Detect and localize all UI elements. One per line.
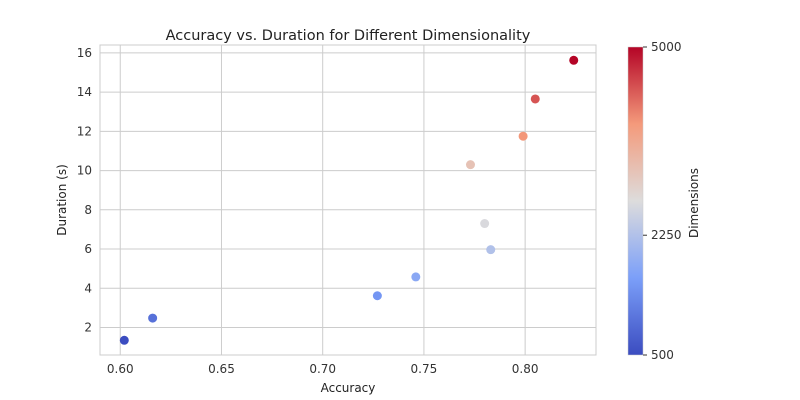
colorbar-tick-label: 2250 (651, 228, 682, 242)
scatter-point (119, 335, 129, 345)
scatter-point (518, 131, 528, 141)
scatter-point (372, 291, 382, 301)
scatter-point (530, 94, 540, 104)
x-tick-label: 0.75 (411, 362, 438, 376)
y-tick-label: 2 (84, 321, 92, 335)
x-tick-label: 0.80 (512, 362, 539, 376)
y-tick-label: 6 (84, 242, 92, 256)
y-tick-label: 12 (77, 124, 92, 138)
y-tick-label: 10 (77, 164, 92, 178)
scatter-point (411, 272, 421, 282)
colorbar-label: Dimensions (687, 168, 701, 238)
chart-title: Accuracy vs. Duration for Different Dime… (166, 28, 531, 44)
y-tick-label: 14 (77, 85, 92, 99)
scatter-point (148, 313, 158, 323)
x-axis: 0.60 0.65 0.70 0.75 0.80 (107, 362, 539, 376)
x-tick-label: 0.60 (107, 362, 134, 376)
x-axis-label: Accuracy (321, 381, 376, 395)
y-axis-label: Duration (s) (55, 164, 69, 236)
x-tick-label: 0.70 (309, 362, 336, 376)
scatter-point (480, 219, 490, 229)
y-tick-label: 8 (84, 203, 92, 217)
colorbar-ticks: 500 2250 5000 (643, 40, 682, 362)
plot-area (99, 44, 597, 356)
x-tick-label: 0.65 (208, 362, 235, 376)
colorbar-tick-label: 500 (651, 348, 674, 362)
data-points (119, 55, 579, 345)
grid (100, 45, 596, 355)
colorbar (627, 46, 644, 356)
scatter-point (465, 160, 475, 170)
scatter-point (486, 245, 496, 255)
y-tick-label: 16 (77, 46, 92, 60)
y-axis: 2 4 6 8 10 12 14 16 (77, 46, 92, 335)
y-tick-label: 4 (84, 281, 92, 295)
colorbar-tick-label: 5000 (651, 40, 682, 54)
scatter-point (569, 55, 579, 65)
